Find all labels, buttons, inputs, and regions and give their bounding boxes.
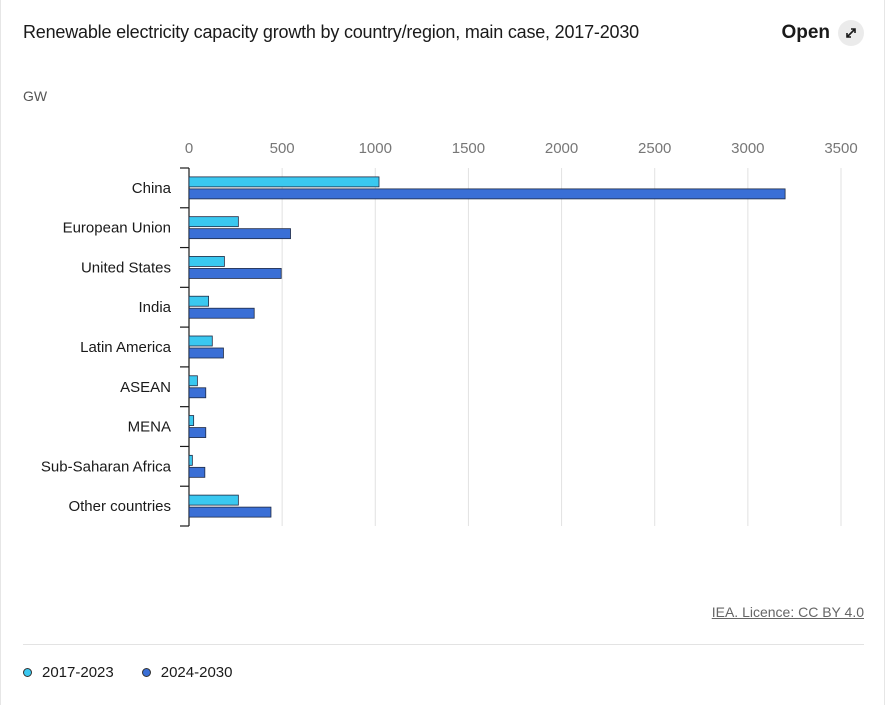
legend: 2017-2023 2024-2030 [23,664,232,681]
y-category-label: United States [81,259,171,276]
bar [188,494,239,506]
divider [23,644,864,645]
x-tick-label: 0 [185,140,193,157]
unit-label: GW [23,88,48,104]
bar [188,506,272,518]
y-category-label: MENA [128,419,171,436]
y-category-label: India [138,299,171,316]
bar [188,268,282,279]
legend-item-series-2[interactable]: 2024-2030 [141,664,233,681]
legend-label: 2017-2023 [42,664,114,681]
x-tick-label: 2500 [638,140,671,157]
y-category-label: ASEAN [120,379,171,396]
open-button[interactable]: Open [781,20,864,46]
expand-icon [838,20,864,46]
y-category-label: Other countries [68,498,171,515]
legend-marker [23,668,32,677]
licence-link[interactable]: IEA. Licence: CC BY 4.0 [711,604,864,620]
y-category-label: Sub-Saharan Africa [41,458,172,475]
bar [188,387,207,399]
bar [188,375,198,387]
bar [188,256,225,267]
x-tick-label: 3000 [731,140,764,157]
chart-title: Renewable electricity capacity growth by… [23,22,639,42]
y-category-label: European Union [63,220,171,237]
bar [188,188,786,200]
x-tick-label: 1500 [452,140,485,157]
bar [188,228,291,240]
legend-label: 2024-2030 [160,664,233,681]
bar [188,466,206,478]
bar [188,347,224,359]
bar [188,216,239,228]
legend-item-series-1[interactable]: 2017-2023 [23,664,114,681]
legend-marker [141,668,151,677]
x-tick-label: 3500 [824,140,857,157]
bar [188,307,255,319]
x-tick-label: 1000 [359,140,392,157]
bar [188,454,193,466]
bar [188,176,380,188]
x-tick-label: 500 [270,140,295,157]
y-category-label: China [132,180,172,197]
bar [188,427,207,438]
bar [188,295,209,307]
x-tick-label: 2000 [545,140,578,157]
bar [188,415,195,426]
open-label: Open [781,22,830,43]
y-category-label: Latin America [80,339,172,356]
bar-chart: 0 500 1000 1500 2000 2500 3000 3500 China Europea… [41,140,858,527]
bar [188,335,213,347]
